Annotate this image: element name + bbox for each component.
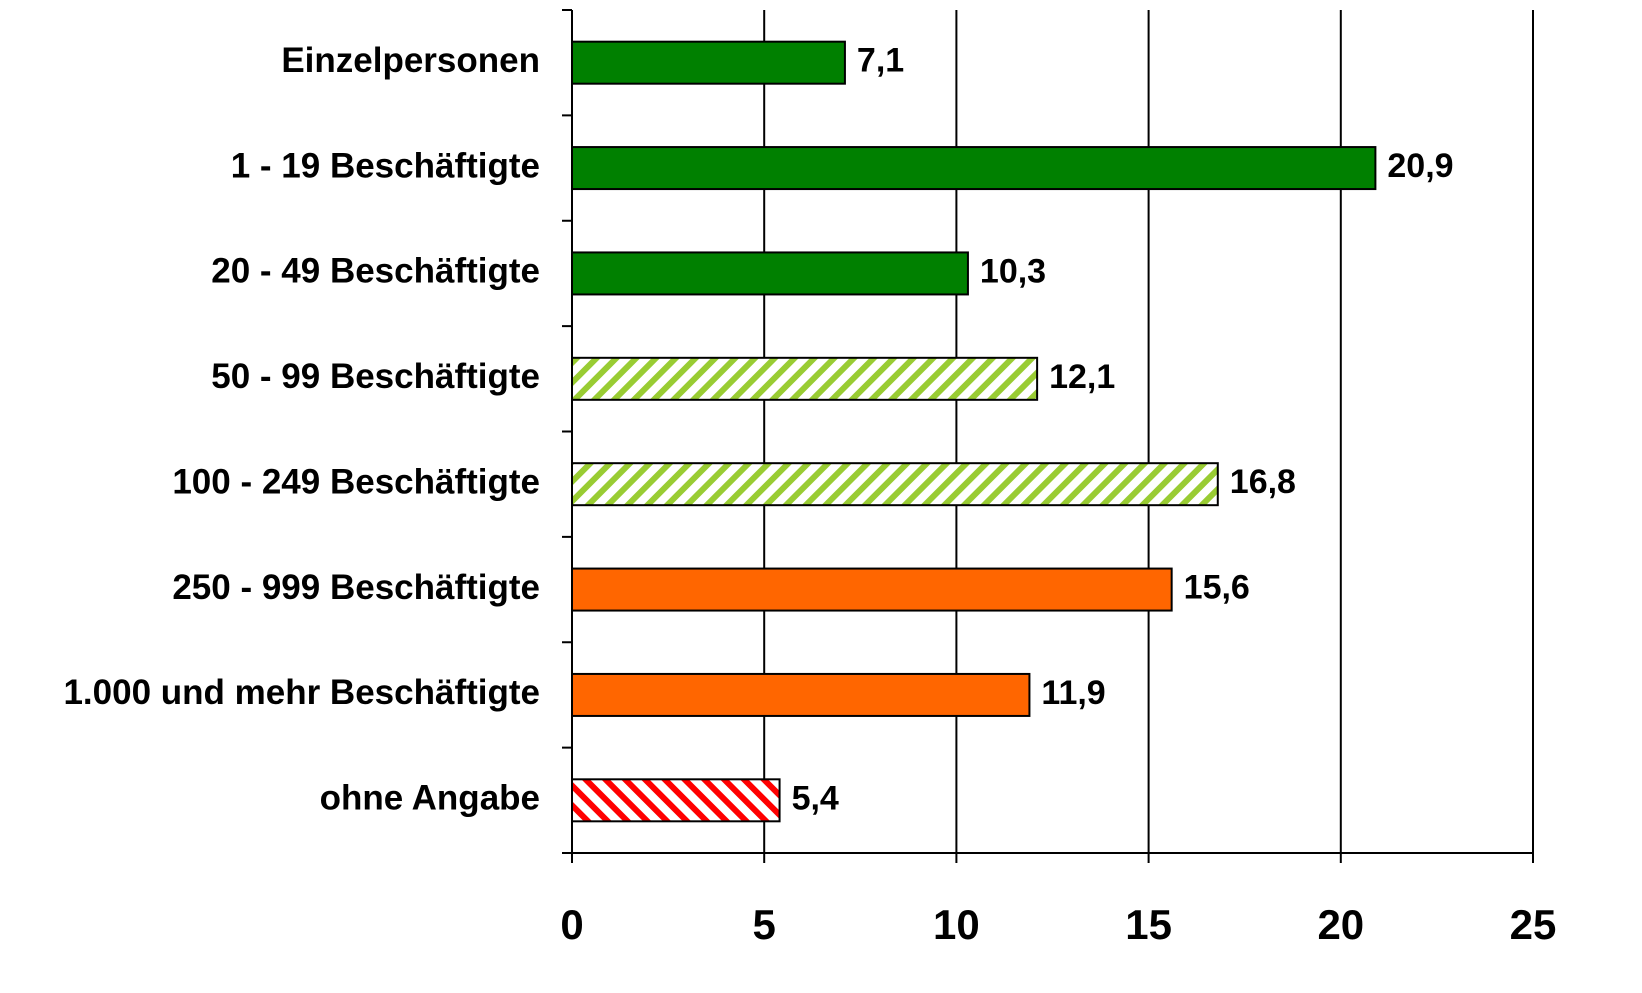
x-tick-label: 10 (933, 901, 980, 948)
y-tick-label: 250 - 999 Beschäftigte (172, 568, 540, 607)
y-tick-label: Einzelpersonen (281, 41, 540, 80)
data-label: 10,3 (980, 252, 1046, 290)
data-label: 11,9 (1041, 674, 1105, 712)
y-tick-label: 1 - 19 Beschäftigte (231, 146, 540, 185)
x-tick-label: 15 (1125, 901, 1172, 948)
bar (571, 146, 1377, 191)
y-tick-label: 20 - 49 Beschäftigte (211, 252, 540, 291)
y-tick-label: 100 - 249 Beschäftigte (172, 462, 540, 501)
x-tick-label: 5 (753, 901, 776, 948)
bar (571, 356, 1039, 401)
x-tick-label: 20 (1317, 901, 1364, 948)
x-tick-label: 0 (560, 901, 583, 948)
data-label: 12,1 (1049, 358, 1115, 396)
data-label: 16,8 (1230, 463, 1296, 501)
bar (571, 672, 1031, 717)
x-tick-label: 25 (1510, 901, 1557, 948)
y-tick-label: 1.000 und mehr Beschäftigte (63, 673, 540, 712)
data-label: 20,9 (1387, 147, 1453, 185)
data-label: 7,1 (857, 42, 904, 80)
bar (571, 40, 846, 85)
bar (571, 778, 781, 823)
y-tick-label: ohne Angabe (320, 779, 540, 818)
bar (571, 567, 1173, 612)
y-tick-label: 50 - 99 Beschäftigte (211, 357, 540, 396)
bar (571, 251, 969, 296)
data-label: 5,4 (792, 779, 839, 817)
data-label: 15,6 (1184, 569, 1250, 607)
bar (571, 462, 1219, 507)
